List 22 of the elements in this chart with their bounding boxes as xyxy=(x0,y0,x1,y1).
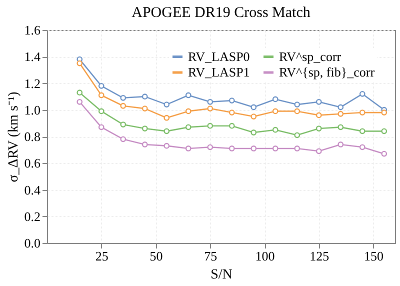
legend-label: RV^sp_corr xyxy=(279,48,342,64)
y-tick-label: 0.4 xyxy=(24,182,41,198)
legend-label: RV_LASP1 xyxy=(188,64,250,80)
legend-label: RV^{sp, fib}_corr xyxy=(279,64,376,80)
y-tick-label: 0.0 xyxy=(24,236,40,250)
x-tick-label: 50 xyxy=(150,248,163,264)
y-axis-title: σ_ΔRV (km s⁻¹) xyxy=(6,91,22,182)
x-tick-label: 100 xyxy=(255,248,275,264)
x-tick-label: 75 xyxy=(204,248,218,264)
y-tick-label: 1.0 xyxy=(24,102,40,118)
y-tick-label: 0.8 xyxy=(24,129,40,144)
legend-label: RV_LASP0 xyxy=(188,48,250,64)
y-tick-label: 0.2 xyxy=(24,208,40,224)
chart-title: APOGEE DR19 Cross Match xyxy=(132,5,311,21)
x-tick-label: 150 xyxy=(364,248,384,264)
y-tick-label: 1.2 xyxy=(24,76,40,91)
x-axis-title: S/N xyxy=(210,268,232,282)
x-tick-label: 25 xyxy=(95,248,108,264)
x-tick-label: 125 xyxy=(310,248,330,264)
y-tick-label: 0.6 xyxy=(24,156,41,171)
y-tick-label: 1.6 xyxy=(24,22,41,38)
y-tick-label: 1.4 xyxy=(24,49,41,64)
